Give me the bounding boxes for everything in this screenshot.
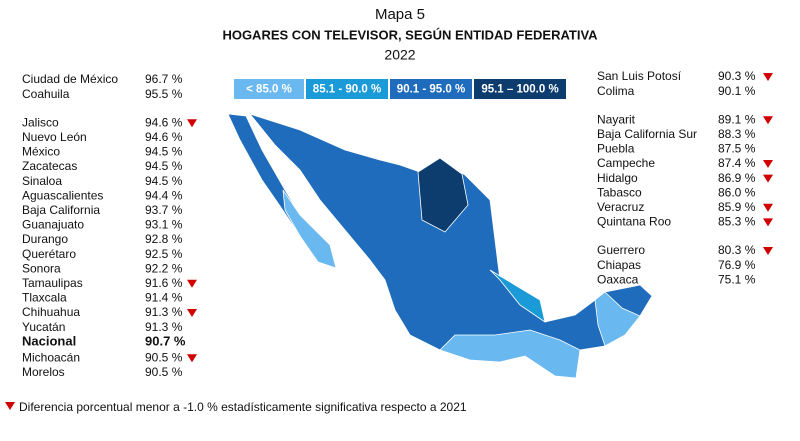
subtitle: HOGARES CON TELEVISOR, SEGÚN ENTIDAD FED… [222, 27, 598, 42]
entity-name: San Luis Potosí [597, 69, 682, 83]
entity-name: Tamaulipas [22, 276, 83, 290]
decline-marker [763, 203, 773, 212]
entity-name: Guanajuato [22, 218, 84, 232]
entity-value: 93.1 % [145, 218, 183, 232]
region-yucatan [604, 284, 653, 317]
entity-value: 76.9 % [718, 258, 756, 272]
entity-name: Tlaxcala [22, 291, 67, 305]
entity-name: Quintana Roo [597, 215, 671, 229]
entity-name: Baja California [22, 203, 100, 217]
legend-label: 95.1 – 100.0 % [481, 84, 558, 96]
entity-name: Colima [597, 84, 635, 98]
entity-value: 95.5 % [145, 87, 183, 101]
entity-value: 94.6 % [145, 130, 183, 144]
decline-marker [187, 309, 197, 317]
entity-value: 87.4 % [718, 156, 756, 170]
title: Mapa 5 [375, 6, 425, 23]
entity-name: Veracruz [597, 200, 644, 214]
decline-marker [5, 402, 15, 410]
entity-name: Sonora [22, 261, 61, 275]
entity-name: Chiapas [597, 258, 641, 272]
legend-label: < 85.0 % [246, 84, 292, 96]
entity-value: 93.7 % [145, 203, 183, 217]
entity-value: 88.3 % [718, 127, 756, 141]
entity-name: México [22, 145, 60, 159]
entity-name: Oaxaca [597, 272, 639, 286]
region-mid [489, 269, 546, 323]
entity-name: Tabasco [597, 185, 642, 199]
entity-value: 90.1 % [718, 84, 756, 98]
entity-value: 80.3 % [718, 243, 756, 257]
baja-sur [282, 189, 337, 269]
entity-name: Puebla [597, 142, 635, 156]
entity-name: Coahuila [22, 87, 70, 101]
region-dark [417, 157, 469, 233]
entity-value: 94.5 % [145, 159, 183, 173]
entity-name: Michoacán [22, 350, 80, 364]
decline-marker [763, 160, 773, 168]
region-light-south [439, 329, 581, 379]
entity-value: 91.4 % [145, 291, 183, 305]
entity-value: 96.7 % [145, 72, 183, 86]
entity-name: Zacatecas [22, 159, 77, 173]
legend-swatch [474, 79, 566, 99]
decline-marker [187, 119, 197, 128]
entity-name: Guerrero [597, 243, 645, 257]
entity-name: Nacional [22, 334, 76, 349]
entity-value: 90.5 % [145, 365, 183, 379]
legend-label: 85.1 - 90.0 % [313, 84, 381, 96]
entity-name: Campeche [597, 156, 655, 170]
legend-label: 90.1 - 95.0 % [397, 84, 465, 96]
entity-value: 90.5 % [145, 350, 183, 364]
decline-marker [763, 116, 773, 125]
entity-value: 92.2 % [145, 261, 183, 275]
decline-marker [763, 218, 773, 227]
entity-name: Yucatán [22, 320, 65, 334]
entity-value: 94.6 % [145, 115, 183, 129]
entity-value: 92.5 % [145, 247, 183, 261]
entity-name: Morelos [22, 365, 65, 379]
year: 2022 [384, 47, 415, 63]
entity-value: 86.0 % [718, 185, 756, 199]
entity-name: Jalisco [22, 115, 59, 129]
decline-marker [763, 174, 773, 183]
entity-name: Sinaloa [22, 174, 62, 188]
entity-name: Aguascalientes [22, 188, 103, 202]
entity-name: Baja California Sur [597, 127, 697, 141]
entity-value: 87.5 % [718, 142, 756, 156]
entity-value: 85.9 % [718, 200, 756, 214]
legend-swatch [306, 79, 388, 99]
footnote: Diferencia porcentual menor a -1.0 % est… [19, 400, 467, 414]
entity-value: 92.8 % [145, 232, 183, 246]
decline-marker [187, 279, 197, 288]
decline-marker [763, 247, 773, 255]
entity-name: Durango [22, 232, 68, 246]
decline-marker [187, 354, 197, 363]
entity-value: 91.6 % [145, 276, 183, 290]
legend-swatch [390, 79, 472, 99]
entity-value: 94.5 % [145, 174, 183, 188]
entity-name: Nuevo León [22, 130, 87, 144]
entity-value: 94.5 % [145, 145, 183, 159]
entity-value: 91.3 % [145, 305, 183, 319]
map [227, 113, 653, 379]
entity-value: 90.3 % [718, 69, 756, 83]
entity-name: Chihuahua [22, 305, 80, 319]
entity-value: 91.3 % [145, 320, 183, 334]
entity-value: 86.9 % [718, 171, 756, 185]
entity-value: 75.1 % [718, 272, 756, 286]
entity-value: 94.4 % [145, 188, 183, 202]
entity-name: Ciudad de México [22, 72, 118, 86]
entity-value: 90.7 % [145, 334, 186, 349]
entity-value: 89.1 % [718, 112, 756, 126]
entity-value: 85.3 % [718, 215, 756, 229]
entity-name: Nayarit [597, 112, 636, 126]
legend-swatch [234, 79, 304, 99]
entity-name: Hidalgo [597, 171, 638, 185]
decline-marker [763, 73, 773, 81]
entity-name: Querétaro [22, 247, 76, 261]
